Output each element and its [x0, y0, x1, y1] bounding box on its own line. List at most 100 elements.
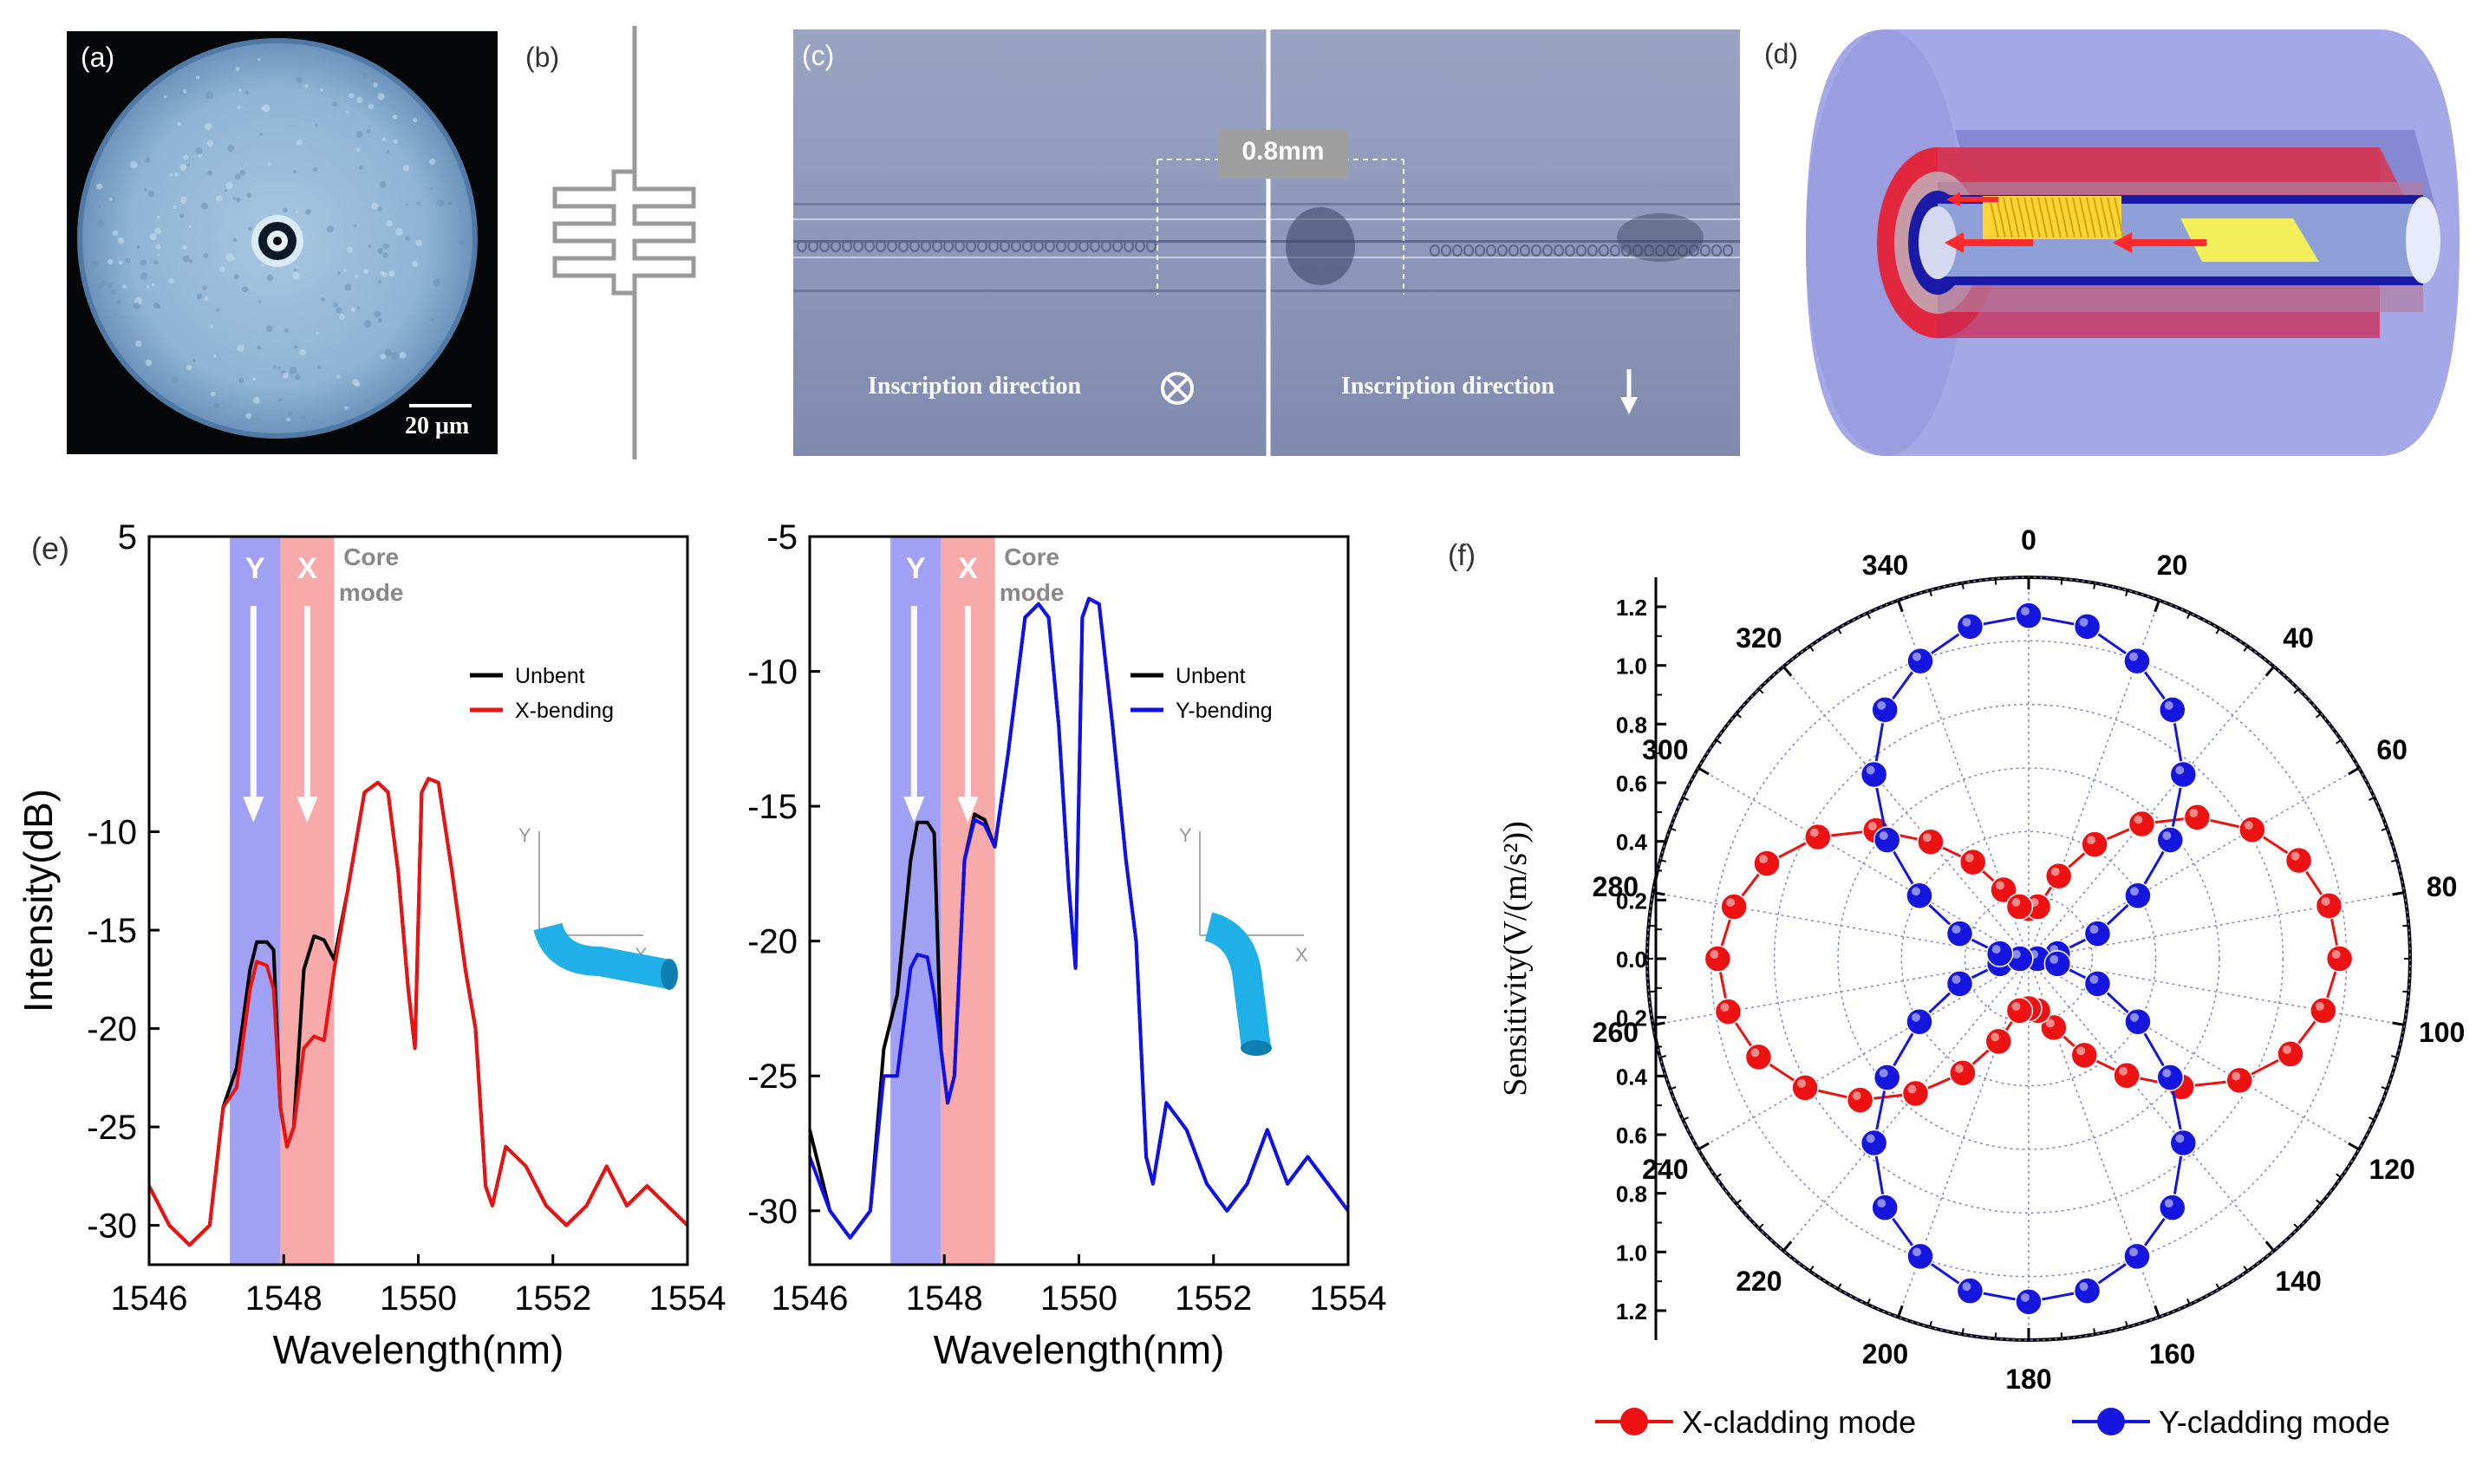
- data-point: [2169, 1129, 2198, 1157]
- data-point-highlight: [2164, 700, 2173, 710]
- polar-grid-circle: [1964, 894, 2094, 1024]
- distance-label: 0.8mm: [1241, 137, 1325, 166]
- grating-mark: [1124, 240, 1134, 252]
- polar-grid-spoke: [2028, 958, 2405, 1026]
- speckle: [206, 140, 214, 146]
- data-point: [1791, 1074, 1819, 1102]
- data-point-highlight: [1991, 1032, 2000, 1042]
- angle-minor-tick: [2243, 645, 2249, 652]
- angle-minor-tick: [2368, 1116, 2375, 1121]
- data-point-highlight: [2089, 925, 2099, 934]
- grating-mark: [864, 240, 875, 252]
- into-page-symbol: [1161, 372, 1194, 405]
- angle-minor-tick: [2390, 1055, 2398, 1058]
- angle-minor-tick: [2156, 600, 2160, 607]
- angle-minor-tick: [1897, 1311, 1901, 1318]
- data-point: [2159, 696, 2186, 724]
- speckle: [377, 93, 385, 101]
- x-tick-label: 1552: [1175, 1279, 1252, 1318]
- speckle: [157, 253, 160, 257]
- legend-label-bending: X-bending: [515, 699, 614, 723]
- legend-marker: [2097, 1408, 2125, 1435]
- y-tick-label: -20: [87, 1011, 137, 1049]
- angle-label: 340: [1862, 550, 1908, 581]
- data-point-highlight: [1877, 1199, 1886, 1208]
- grating-mark: [1452, 244, 1463, 257]
- data-point-highlight: [2162, 1069, 2172, 1078]
- angle-minor-tick: [1929, 1320, 1932, 1328]
- speckle: [179, 90, 184, 95]
- speckle: [195, 147, 203, 155]
- data-point-highlight: [2128, 652, 2138, 661]
- speckle: [116, 299, 122, 305]
- band-label-y: Y: [906, 552, 926, 585]
- data-point-highlight: [2011, 950, 2021, 959]
- data-point: [1917, 828, 1945, 856]
- angle-minor-tick: [1961, 1328, 1964, 1335]
- speckle: [295, 374, 301, 381]
- speckle: [144, 187, 148, 192]
- speckle: [225, 253, 234, 262]
- grating-mark: [1531, 244, 1541, 257]
- radial-axis-label: Sensitivity(V/(m/s²)): [1497, 821, 1534, 1097]
- angle-minor-tick: [2293, 688, 2299, 694]
- grating-mark: [1486, 244, 1496, 257]
- data-point-highlight: [2290, 851, 2300, 861]
- data-point-highlight: [1922, 833, 1932, 843]
- angle-minor-tick: [2125, 1320, 2128, 1328]
- data-point-highlight: [1852, 1091, 1861, 1101]
- radial-tick-label: 0.6: [1616, 771, 1647, 797]
- data-point-highlight: [2129, 887, 2139, 896]
- data-point: [2070, 1041, 2099, 1070]
- fiber-cross-section-image: [77, 38, 478, 439]
- speckle: [363, 398, 369, 404]
- speckle: [151, 283, 155, 287]
- angle-minor-tick: [2390, 859, 2398, 862]
- x-axis-label: Wavelength(nm): [273, 1327, 564, 1372]
- fiber-end-icon: [1241, 1040, 1272, 1056]
- speckle: [96, 183, 103, 190]
- data-point-highlight: [2089, 974, 2099, 984]
- speckle: [350, 307, 356, 312]
- radial-tick-label: 1.2: [1616, 595, 1647, 621]
- x-axis-label: Wavelength(nm): [934, 1327, 1225, 1372]
- speckle: [386, 220, 393, 227]
- angle-minor-tick: [1867, 1298, 1871, 1305]
- grating-mark: [1011, 240, 1021, 252]
- speckle: [182, 255, 190, 263]
- data-point: [1846, 1086, 1874, 1114]
- speckle: [376, 206, 382, 212]
- speckle: [154, 227, 161, 235]
- data-point: [1744, 1043, 1773, 1071]
- grating-mark: [1632, 244, 1643, 257]
- grating-mark: [943, 240, 954, 252]
- speckle: [355, 146, 361, 153]
- data-point-highlight: [2049, 954, 2059, 964]
- data-point-highlight: [1879, 830, 1888, 840]
- data-point: [2015, 602, 2043, 629]
- data-point: [2159, 1194, 2186, 1221]
- grating-mark: [1135, 240, 1145, 252]
- speckle: [156, 215, 160, 219]
- angle-minor-tick: [1682, 1116, 1689, 1121]
- speckle: [225, 189, 228, 192]
- polar-chart: 0 20 40 60 80 100 120 140 160 180 200 220 240 260 280 3…: [1497, 524, 2465, 1440]
- speckle: [210, 391, 216, 397]
- speckle: [363, 320, 372, 328]
- data-point-highlight: [2021, 1292, 2030, 1302]
- speckle: [236, 197, 241, 203]
- data-point: [1945, 970, 1974, 998]
- angle-minor-tick: [1697, 767, 1704, 772]
- speckle: [200, 202, 208, 210]
- grating-mark: [1022, 240, 1033, 252]
- speckle: [232, 238, 238, 243]
- data-point: [1906, 647, 1934, 675]
- distance-badge: [1218, 130, 1348, 179]
- data-point: [2310, 997, 2337, 1025]
- speckle: [332, 302, 338, 308]
- angle-minor-tick: [1648, 924, 1655, 928]
- speckle: [186, 163, 191, 166]
- red-arrow-icon: [1946, 192, 1960, 206]
- grating-line: [2065, 197, 2075, 238]
